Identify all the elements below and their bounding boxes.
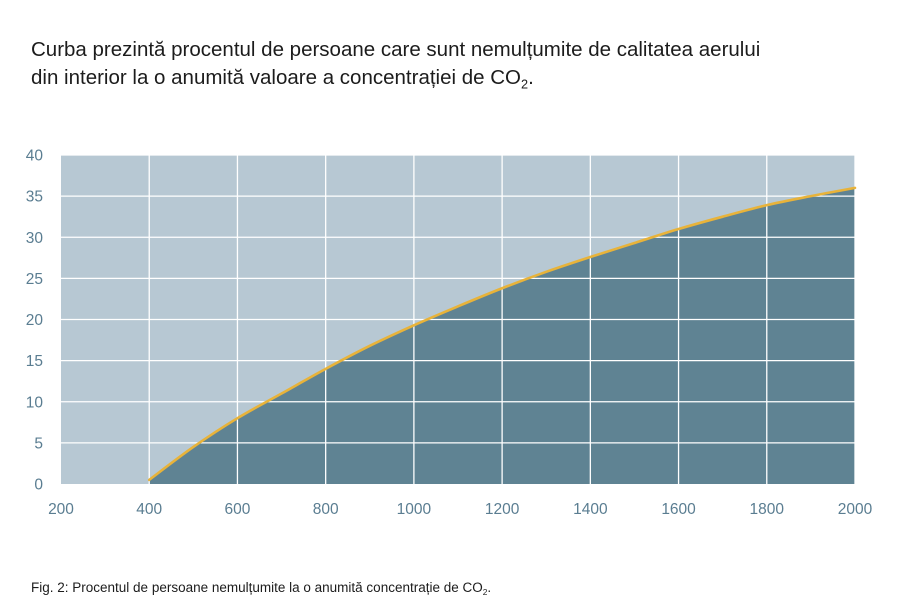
caption-subscript: 2 [482,586,488,597]
heading-line-1: Curba prezintă procentul de persoane car… [31,38,761,61]
caption-end: . [487,580,492,595]
x-tick-label: 1400 [573,501,608,518]
x-tick-label: 2000 [838,501,873,518]
y-tick-label: 5 [34,435,43,452]
caption-text: Fig. 2: Procentul de persoane nemulțumit… [31,580,483,595]
y-tick-label: 20 [26,312,44,329]
y-tick-label: 10 [26,394,44,411]
figure-caption: Fig. 2: Procentul de persoane nemulțumit… [31,579,891,597]
y-tick-label: 30 [26,230,44,247]
y-tick-label: 25 [26,271,43,288]
x-tick-label: 600 [225,501,251,518]
x-tick-label: 1000 [397,501,432,518]
x-tick-label: 200 [48,501,74,518]
heading-subscript: 2 [521,76,529,92]
x-tick-label: 1600 [661,501,696,518]
heading-end: . [528,66,534,89]
chart-heading: Curba prezintă procentul de persoane car… [31,36,881,92]
heading-line-2: din interior la o anumită valoare a conc… [31,66,521,89]
x-tick-label: 800 [313,501,339,518]
y-tick-label: 35 [26,189,43,206]
y-tick-label: 40 [26,148,44,165]
y-tick-label: 0 [34,477,43,494]
x-tick-label: 1800 [750,501,785,518]
series-line [147,186,857,482]
x-tick-label: 1200 [485,501,520,518]
y-tick-label: 15 [26,353,43,370]
x-tick-label: 400 [136,501,162,518]
